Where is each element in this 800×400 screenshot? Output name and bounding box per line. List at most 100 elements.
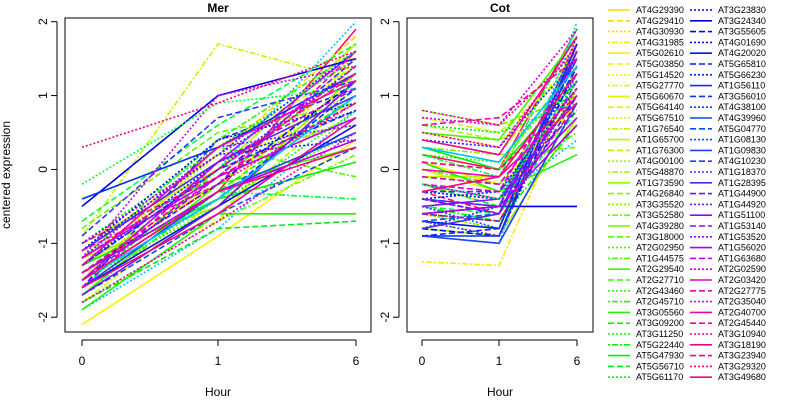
legend-label: AT1G18370 bbox=[718, 167, 766, 177]
legend: AT4G29390AT4G29410AT4G30930AT4G31985AT5G… bbox=[608, 5, 766, 382]
legend-label: AT1G44575 bbox=[636, 253, 684, 263]
panel-mer-y-axis: -2 -1 0 1 2 bbox=[36, 18, 58, 323]
y-tick-label: 2 bbox=[378, 18, 392, 25]
legend-label: AT3G29320 bbox=[718, 361, 766, 371]
series-line-at1g53520 bbox=[421, 80, 578, 215]
legend-label: AT2G03420 bbox=[718, 275, 766, 285]
series-line-at2g02590 bbox=[421, 28, 578, 126]
legend-label: AT2G27775 bbox=[718, 286, 766, 296]
series-line-at1g63680 bbox=[421, 58, 578, 193]
legend-label: AT5G61170 bbox=[636, 372, 683, 382]
legend-label: AT5G64140 bbox=[636, 102, 684, 112]
legend-label: AT1G51100 bbox=[718, 210, 765, 220]
legend-label: AT1G44900 bbox=[718, 189, 766, 199]
legend-label: AT1G63680 bbox=[718, 253, 766, 263]
series-line-at2g45710 bbox=[81, 50, 357, 259]
legend-label: AT4G00100 bbox=[636, 156, 684, 166]
legend-label: AT3G49680 bbox=[718, 372, 766, 382]
y-tick-label: 0 bbox=[36, 166, 50, 173]
legend-label: AT3G09200 bbox=[636, 318, 684, 328]
y-tick-label: -1 bbox=[36, 238, 50, 249]
legend-label: AT2G40700 bbox=[718, 307, 766, 317]
legend-label: AT4G31985 bbox=[636, 37, 684, 47]
y-tick-label: -2 bbox=[36, 312, 50, 323]
legend-label: AT3G24340 bbox=[718, 16, 766, 26]
legend-label: AT1G56020 bbox=[718, 243, 766, 253]
legend-label: AT4G01690 bbox=[718, 37, 766, 47]
legend-label: AT2G35040 bbox=[718, 297, 766, 307]
legend-label: AT5G27770 bbox=[636, 81, 684, 91]
series-line-at2g45440 bbox=[81, 102, 357, 274]
series-line-at1g51100 bbox=[421, 95, 578, 208]
legend-label: AT1G28395 bbox=[718, 178, 766, 188]
series-line-at2g03420 bbox=[421, 65, 578, 163]
series-line-at5g56710 bbox=[81, 220, 357, 304]
legend-label: AT4G30930 bbox=[636, 27, 684, 37]
legend-label: AT3G11250 bbox=[636, 329, 683, 339]
panel-cot-x-axis-title: Hour bbox=[487, 385, 513, 399]
legend-label: AT2G45710 bbox=[636, 297, 684, 307]
panel-mer-frame bbox=[64, 17, 372, 333]
legend-label: AT1G73590 bbox=[636, 178, 684, 188]
series-line-at2g02590 bbox=[81, 65, 357, 259]
legend-label: AT1G08130 bbox=[718, 135, 766, 145]
legend-label: AT1G65700 bbox=[636, 135, 684, 145]
y-tick-label: 0 bbox=[378, 166, 392, 173]
panel-mer-x-axis: 0 1 6 bbox=[79, 339, 360, 368]
series-line-at4g00100 bbox=[81, 124, 357, 267]
series-line-at2g02950 bbox=[81, 131, 357, 289]
series-line-at2g45440 bbox=[421, 57, 578, 126]
legend-label: AT3G55605 bbox=[718, 27, 766, 37]
legend-label: AT5G47930 bbox=[636, 351, 684, 361]
y-tick-label: 1 bbox=[36, 92, 50, 99]
legend-label: AT5G02610 bbox=[636, 48, 684, 58]
series-line-at1g18370 bbox=[421, 87, 578, 222]
series-line-at1g56020 bbox=[421, 124, 578, 215]
legend-label: AT1G76540 bbox=[636, 124, 684, 134]
legend-label: AT1G56110 bbox=[718, 81, 765, 91]
legend-label: AT4G20020 bbox=[718, 48, 766, 58]
series-line-at3g10940 bbox=[81, 87, 357, 185]
series-line-at3g23940 bbox=[421, 95, 578, 171]
series-line-at2g03420 bbox=[81, 94, 357, 281]
legend-label: AT5G03850 bbox=[636, 59, 684, 69]
legend-label: AT5G67510 bbox=[636, 113, 684, 123]
series-line-at5g65810 bbox=[81, 43, 357, 222]
legend-label: AT5G22440 bbox=[636, 340, 684, 350]
x-tick-label: 1 bbox=[496, 354, 503, 368]
series-line-at2g35040 bbox=[421, 43, 578, 149]
series-line-at1g63680 bbox=[81, 87, 357, 289]
legend-label: AT5G48870 bbox=[636, 167, 684, 177]
legend-label: AT3G05560 bbox=[636, 307, 684, 317]
y-tick-label: -2 bbox=[378, 312, 392, 323]
legend-label: AT5G56710 bbox=[636, 361, 684, 371]
series-line-at2g35040 bbox=[81, 131, 357, 304]
series-line-at2g40700 bbox=[81, 80, 357, 267]
legend-label: AT5G04770 bbox=[718, 124, 766, 134]
legend-label: AT2G43460 bbox=[636, 286, 684, 296]
series-line-at5g27770 bbox=[81, 58, 357, 304]
series-line-at2g27775 bbox=[421, 87, 578, 185]
legend-label: AT4G29410 bbox=[636, 16, 684, 26]
series-line-at1g44920 bbox=[81, 124, 357, 259]
legend-label: AT4G39960 bbox=[718, 113, 766, 123]
series-line-at1g51100 bbox=[81, 80, 357, 296]
panel-mer: Mer 0 1 6 -2 -1 0 1 2 Hour bbox=[36, 1, 372, 399]
legend-label: AT2G02950 bbox=[636, 243, 684, 253]
legend-label: AT1G53520 bbox=[718, 232, 766, 242]
legend-label: AT2G27710 bbox=[636, 275, 684, 285]
legend-label: AT1G44920 bbox=[718, 199, 766, 209]
legend-label: AT3G35520 bbox=[636, 199, 684, 209]
series-line-at3g49680 bbox=[81, 146, 357, 281]
series-line-at1g53520 bbox=[81, 72, 357, 244]
x-tick-label: 6 bbox=[353, 354, 360, 368]
legend-label: AT4G39280 bbox=[636, 221, 684, 231]
series-line-at4g38100 bbox=[81, 50, 357, 244]
y-axis-title: centered expression bbox=[0, 121, 13, 229]
y-tick-label: 2 bbox=[36, 18, 50, 25]
panel-cot-title: Cot bbox=[490, 1, 510, 15]
legend-label: AT4G38100 bbox=[718, 102, 766, 112]
legend-label: AT3G56010 bbox=[718, 91, 766, 101]
panel-mer-title: Mer bbox=[207, 1, 229, 15]
series-line-at2g29540 bbox=[421, 36, 578, 141]
